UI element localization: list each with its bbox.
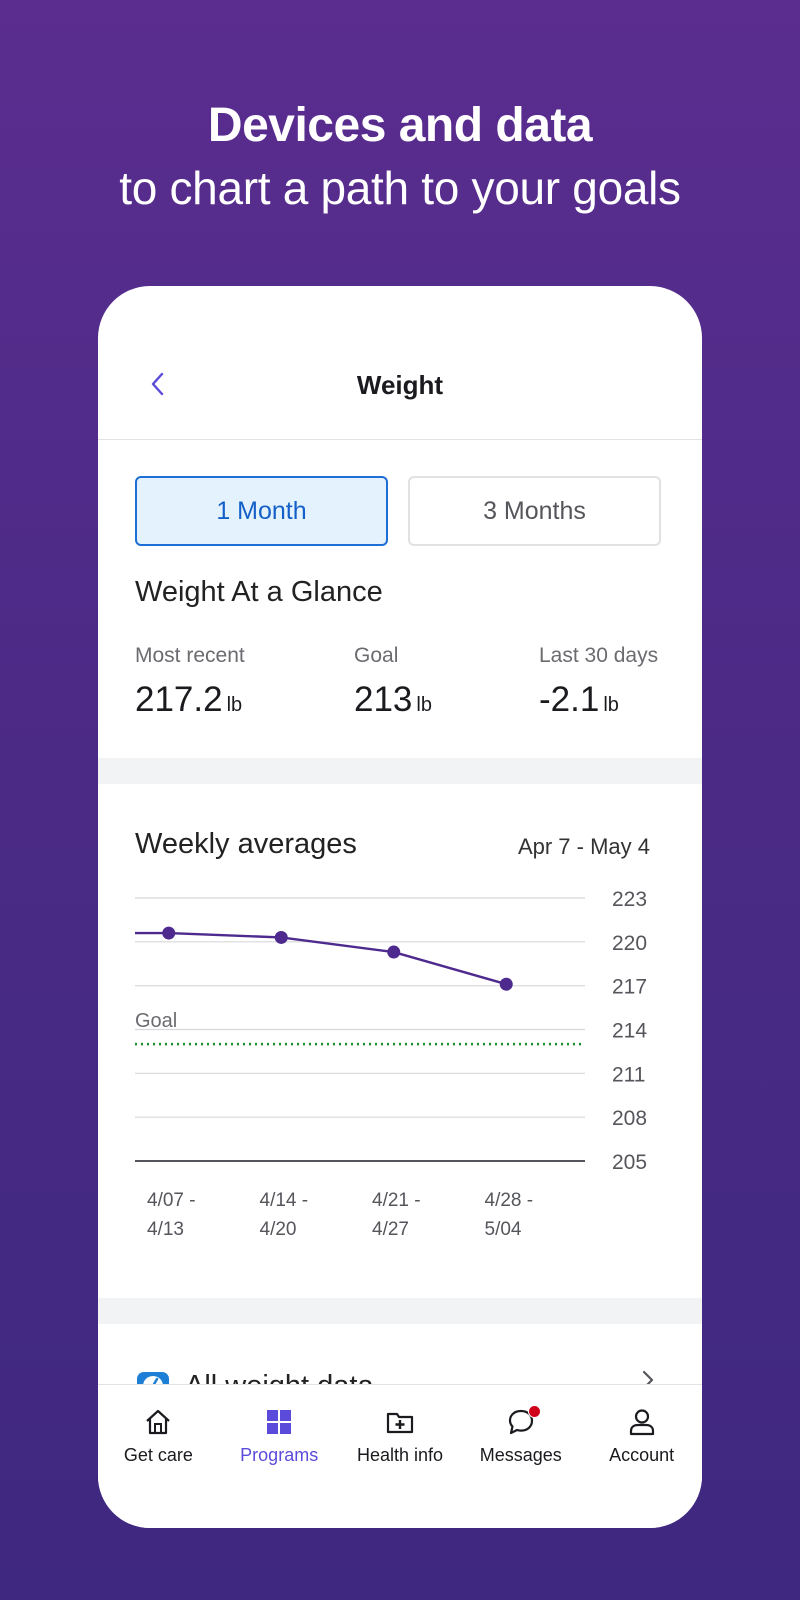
stat-value: 213 lb: [354, 680, 432, 720]
data-point: [162, 926, 176, 940]
hero: Devices and data to chart a path to your…: [0, 95, 800, 219]
tab-programs[interactable]: Programs: [219, 1385, 340, 1528]
nav-header: Weight: [98, 286, 702, 440]
tab-label: Get care: [123, 1445, 193, 1465]
stat-goal: Goal 213 lb: [354, 644, 432, 720]
home-icon: [146, 1409, 171, 1435]
stat-number: -2.1: [539, 680, 600, 719]
phone-screen: Weight 1 Month 3 Months Weight At a Glan…: [98, 286, 702, 1528]
x-tick-label: 5/04: [485, 1219, 522, 1240]
x-tick-label: 4/27: [372, 1219, 409, 1240]
stat-unit: lb: [603, 694, 619, 716]
data-point: [499, 977, 513, 991]
screen-title: Weight: [356, 370, 444, 400]
stat-unit: lb: [226, 694, 243, 716]
tab-1-month[interactable]: 1 Month: [135, 476, 388, 546]
y-tick-label: 220: [612, 932, 647, 955]
bottom-tab-bar: Get care Programs Health info Messages: [98, 1384, 702, 1528]
x-tick-label: 4/28 -: [485, 1190, 534, 1211]
chevron-left-icon: [151, 372, 164, 396]
tab-label: Messages: [479, 1445, 562, 1465]
messages-badge: [528, 1405, 542, 1418]
y-tick-label: 223: [612, 888, 647, 911]
tab-label: Account: [609, 1445, 675, 1465]
x-tick-label: 4/07 -: [147, 1190, 196, 1211]
section-divider: [98, 1298, 702, 1324]
stat-last-30-days: Last 30 days -2.1 lb: [539, 644, 658, 720]
tab-get-care[interactable]: Get care: [98, 1385, 219, 1528]
stat-number: 217.2: [135, 680, 223, 719]
section-divider: [98, 758, 702, 784]
weekly-chart: 223 220 217 214 211 208 205 Goal 4/07 - 4/13 4/14 …: [135, 888, 647, 1240]
tab-account[interactable]: Account: [581, 1385, 702, 1528]
x-tick-label: 4/20: [260, 1219, 297, 1240]
grid-icon: [267, 1410, 292, 1434]
glance-title: Weight At a Glance: [135, 576, 383, 608]
weekly-title: Weekly averages: [135, 828, 357, 860]
back-button[interactable]: [138, 364, 178, 404]
y-tick-label: 205: [612, 1151, 647, 1174]
stat-number: 213: [354, 680, 413, 719]
stat-label: Last 30 days: [539, 644, 659, 667]
chat-icon: [508, 1409, 533, 1435]
tab-health-info[interactable]: Health info: [340, 1385, 461, 1528]
stat-label: Goal: [354, 644, 399, 667]
folder-plus-icon: [386, 1412, 414, 1434]
tab-label: Health info: [356, 1445, 444, 1465]
y-tick-label: 211: [612, 1063, 645, 1086]
x-tick-label: 4/21 -: [372, 1190, 421, 1211]
data-point: [274, 930, 288, 944]
series-line: [135, 931, 507, 986]
data-point: [387, 945, 401, 959]
goal-label: Goal: [135, 1010, 177, 1032]
person-icon: [629, 1409, 654, 1436]
y-tick-label: 217: [612, 976, 647, 999]
tab-messages[interactable]: Messages: [460, 1385, 581, 1528]
hero-title: Devices and data: [207, 99, 593, 152]
stat-most-recent: Most recent 217.2 lb: [135, 644, 245, 720]
tab-label: Programs: [240, 1445, 319, 1465]
x-tick-label: 4/14 -: [260, 1190, 309, 1211]
stat-value: 217.2 lb: [135, 680, 245, 720]
stat-unit: lb: [416, 694, 432, 716]
x-tick-label: 4/13: [147, 1219, 184, 1240]
tab-3-months[interactable]: 3 Months: [408, 476, 661, 546]
weekly-date-range: Apr 7 - May 4: [517, 834, 650, 859]
hero-subtitle: to chart a path to your goals: [119, 162, 681, 214]
stat-value: -2.1 lb: [539, 680, 658, 720]
y-tick-label: 208: [612, 1107, 647, 1130]
y-tick-label: 214: [612, 1020, 647, 1043]
stat-label: Most recent: [135, 644, 245, 667]
